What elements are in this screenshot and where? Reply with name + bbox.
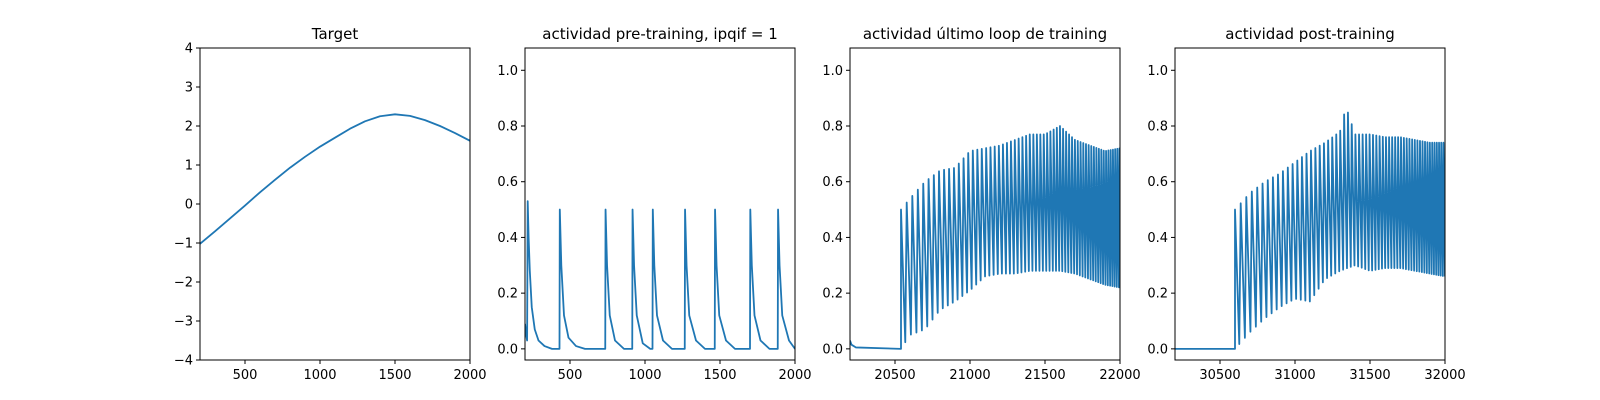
subplot-title: Target: [311, 25, 359, 43]
y-tick-label: 0.4: [497, 231, 518, 246]
series-line: [850, 126, 1120, 349]
subplot-4: actividad post-training 30500 31000 31500 32…: [1147, 25, 1465, 383]
y-tick-label: 3: [185, 81, 193, 96]
subplot-title: actividad último loop de training: [863, 25, 1107, 43]
y-tick-label: 0.4: [822, 231, 843, 246]
x-tick-label: 32000: [1424, 368, 1465, 383]
y-tick-label: −4: [174, 354, 193, 369]
y-tick-label: 1.0: [822, 64, 843, 79]
y-tick-label: 1: [185, 159, 193, 174]
x-tick-label: 30500: [1199, 368, 1240, 383]
x-tick-label: 1000: [628, 368, 661, 383]
series-line: [200, 114, 470, 243]
subplot-title: actividad pre-training, ipqif = 1: [542, 25, 778, 43]
y-tick-label: 0.8: [497, 120, 518, 135]
subplot-title: actividad post-training: [1225, 25, 1394, 43]
x-tick-label: 22000: [1099, 368, 1140, 383]
subplot-2: actividad pre-training, ipqif = 1 500 1000…: [497, 25, 811, 383]
y-tick-label: 0.2: [1147, 287, 1168, 302]
y-tick-label: 0.8: [1147, 120, 1168, 135]
x-tick-label: 21000: [949, 368, 990, 383]
y-tick-label: 0.2: [822, 287, 843, 302]
series-line: [1175, 112, 1445, 348]
x-tick-label: 2000: [453, 368, 486, 383]
y-tick-label: 0.6: [822, 175, 843, 190]
x-tick-label: 31500: [1349, 368, 1390, 383]
x-tick-label: 1500: [703, 368, 736, 383]
y-tick-label: 0.0: [822, 342, 843, 357]
y-tick-label: 2: [185, 120, 193, 135]
axes-frame: [200, 48, 470, 360]
series-line: [525, 201, 795, 349]
y-tick-label: −3: [174, 315, 193, 330]
y-tick-label: 0.8: [822, 120, 843, 135]
y-tick-label: 0.2: [497, 287, 518, 302]
y-tick-label: −2: [174, 276, 193, 291]
subplot-3: actividad último loop de training 20500 21…: [822, 25, 1140, 383]
y-tick-label: 0: [185, 198, 193, 213]
x-tick-label: 20500: [874, 368, 915, 383]
x-tick-label: 500: [558, 368, 583, 383]
x-tick-label: 1500: [378, 368, 411, 383]
x-tick-label: 21500: [1024, 368, 1065, 383]
y-tick-label: 1.0: [1147, 64, 1168, 79]
y-tick-label: 0.6: [497, 175, 518, 190]
x-tick-label: 1000: [303, 368, 336, 383]
y-tick-label: 0.6: [1147, 175, 1168, 190]
y-tick-label: 0.4: [1147, 231, 1168, 246]
y-tick-label: 4: [185, 42, 193, 57]
y-tick-label: −1: [174, 237, 193, 252]
x-tick-label: 500: [233, 368, 258, 383]
subplot-1: Target 500 1000 1500 2000 −4 −3 −2 −1 0 1 2 3 4: [174, 25, 487, 383]
x-tick-label: 31000: [1274, 368, 1315, 383]
y-tick-label: 0.0: [497, 342, 518, 357]
x-tick-label: 2000: [778, 368, 811, 383]
y-tick-label: 0.0: [1147, 342, 1168, 357]
y-tick-label: 1.0: [497, 64, 518, 79]
